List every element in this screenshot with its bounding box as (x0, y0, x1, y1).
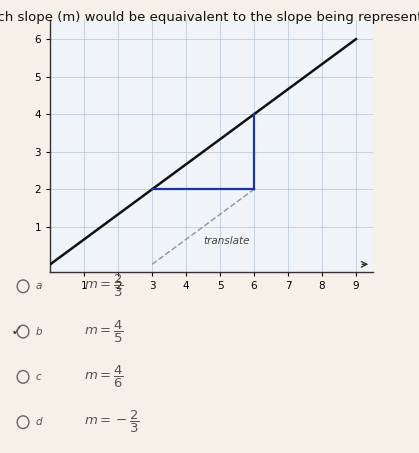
Text: $m = -\dfrac{2}{3}$: $m = -\dfrac{2}{3}$ (84, 409, 140, 435)
Text: a: a (36, 281, 42, 291)
Text: $\checkmark$: $\checkmark$ (10, 322, 23, 337)
Text: translate: translate (203, 236, 250, 246)
Text: d: d (36, 417, 42, 427)
Text: $m = \dfrac{4}{5}$: $m = \dfrac{4}{5}$ (84, 318, 124, 345)
Text: $m = \dfrac{4}{6}$: $m = \dfrac{4}{6}$ (84, 364, 124, 390)
Text: $m = \dfrac{2}{3}$: $m = \dfrac{2}{3}$ (84, 273, 124, 299)
Text: Which slope (m) would be equaivalent to the slope being represented?: Which slope (m) would be equaivalent to … (0, 11, 419, 24)
Text: b: b (36, 327, 42, 337)
Text: c: c (36, 372, 41, 382)
